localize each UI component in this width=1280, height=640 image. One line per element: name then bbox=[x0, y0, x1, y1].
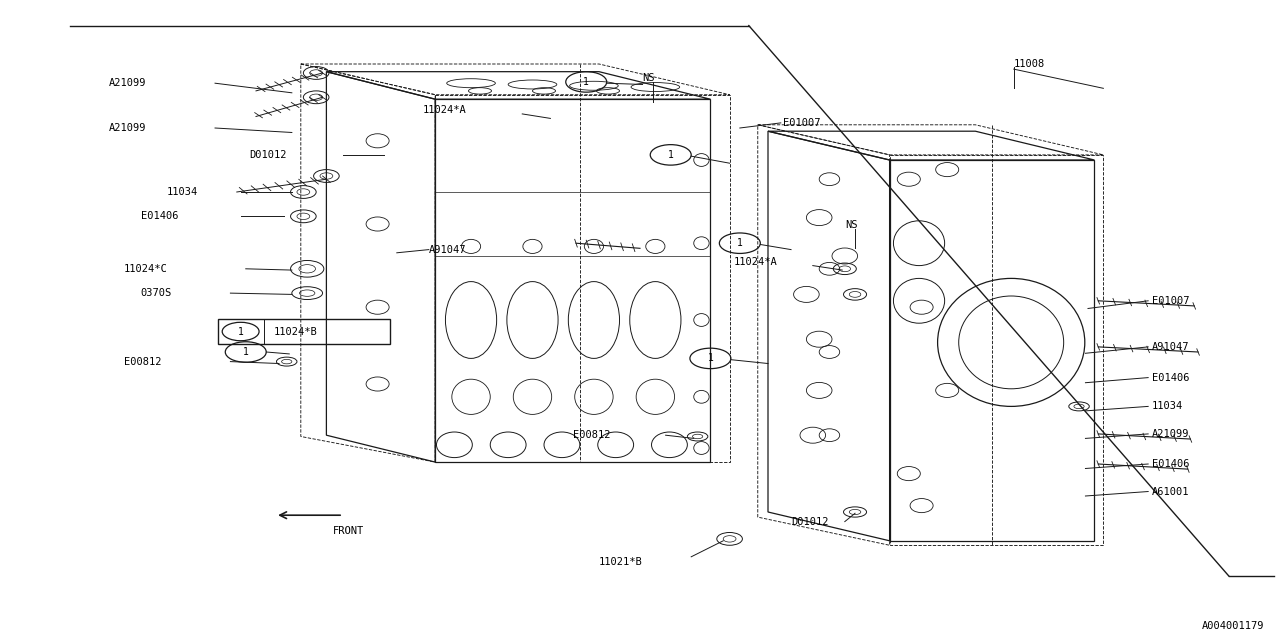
Text: NS: NS bbox=[845, 220, 858, 230]
Text: 1: 1 bbox=[708, 353, 713, 364]
Text: 11021*B: 11021*B bbox=[599, 557, 643, 567]
Text: E00812: E00812 bbox=[124, 356, 161, 367]
Text: 11034: 11034 bbox=[1152, 401, 1183, 412]
Text: A91047: A91047 bbox=[429, 244, 466, 255]
Text: FRONT: FRONT bbox=[333, 526, 364, 536]
Text: A004001179: A004001179 bbox=[1202, 621, 1265, 631]
Text: 1: 1 bbox=[584, 77, 589, 87]
Text: D01012: D01012 bbox=[791, 516, 828, 527]
Text: D01012: D01012 bbox=[250, 150, 287, 160]
Text: 1: 1 bbox=[737, 238, 742, 248]
Text: 11024*A: 11024*A bbox=[733, 257, 777, 268]
Text: A91047: A91047 bbox=[1152, 342, 1189, 352]
Text: E01406: E01406 bbox=[1152, 372, 1189, 383]
Text: E01007: E01007 bbox=[783, 118, 820, 128]
Text: E01007: E01007 bbox=[1152, 296, 1189, 306]
Text: A21099: A21099 bbox=[1152, 429, 1189, 439]
Text: 1: 1 bbox=[668, 150, 673, 160]
Text: 11024*C: 11024*C bbox=[124, 264, 168, 274]
Text: 0370S: 0370S bbox=[141, 288, 172, 298]
Text: 11024*B: 11024*B bbox=[274, 326, 317, 337]
Text: 11008: 11008 bbox=[1014, 59, 1044, 69]
Text: 1: 1 bbox=[243, 347, 248, 357]
Text: E01406: E01406 bbox=[141, 211, 178, 221]
Text: 11024*A: 11024*A bbox=[422, 105, 466, 115]
Text: A21099: A21099 bbox=[109, 123, 146, 133]
Text: E01406: E01406 bbox=[1152, 459, 1189, 469]
Text: 11034: 11034 bbox=[166, 187, 197, 197]
Text: A21099: A21099 bbox=[109, 78, 146, 88]
Text: 1: 1 bbox=[238, 326, 243, 337]
Text: NS: NS bbox=[643, 73, 655, 83]
Text: E00812: E00812 bbox=[573, 430, 611, 440]
Text: A61001: A61001 bbox=[1152, 486, 1189, 497]
